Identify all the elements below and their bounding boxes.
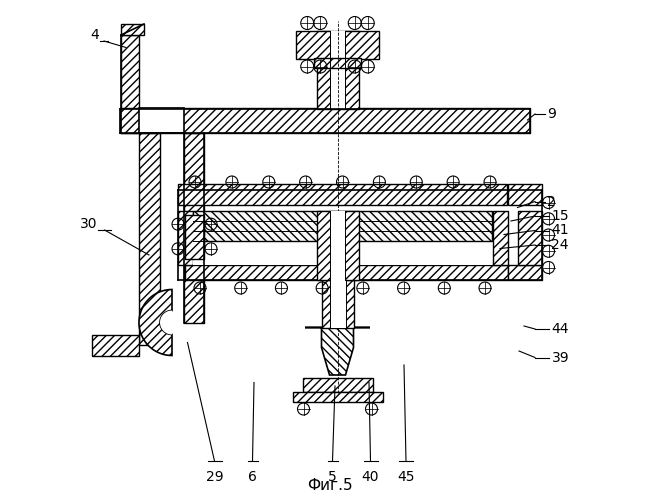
Bar	[178, 211, 193, 265]
Bar	[296, 31, 379, 58]
Bar	[317, 211, 358, 280]
Bar	[193, 235, 204, 238]
Text: 5: 5	[328, 470, 337, 484]
Text: 40: 40	[362, 470, 379, 484]
Bar	[302, 378, 372, 392]
Text: Фиг.5: Фиг.5	[307, 478, 353, 494]
Bar	[139, 132, 160, 345]
Text: 2: 2	[548, 194, 556, 208]
Text: 29: 29	[206, 470, 223, 484]
Bar	[508, 265, 541, 280]
Text: 39: 39	[552, 350, 569, 364]
Bar	[508, 184, 541, 205]
Text: 44: 44	[552, 322, 569, 336]
Text: 6: 6	[248, 470, 257, 484]
Bar	[120, 108, 530, 132]
Text: 15: 15	[552, 209, 569, 223]
Bar	[193, 211, 492, 241]
Bar	[330, 26, 345, 108]
Polygon shape	[139, 290, 172, 356]
Bar	[185, 265, 508, 280]
Bar	[492, 211, 508, 265]
Bar	[517, 211, 541, 265]
Bar	[321, 280, 354, 328]
Bar	[314, 58, 361, 68]
Bar	[178, 184, 508, 205]
Polygon shape	[305, 328, 370, 375]
Bar	[292, 392, 383, 402]
Bar	[139, 108, 184, 132]
Bar	[330, 31, 345, 58]
Bar	[330, 211, 345, 280]
Bar	[193, 226, 204, 235]
Bar	[92, 334, 139, 355]
Bar	[121, 24, 144, 35]
Polygon shape	[160, 310, 172, 334]
Bar	[121, 35, 139, 132]
Bar	[193, 238, 204, 247]
Text: 9: 9	[548, 107, 556, 121]
Bar	[317, 31, 358, 108]
Bar	[329, 280, 345, 328]
Bar	[193, 212, 492, 265]
Text: 24: 24	[552, 238, 569, 252]
Text: 30: 30	[79, 217, 97, 231]
Bar	[185, 214, 204, 258]
Text: 41: 41	[552, 224, 569, 237]
Text: 45: 45	[397, 470, 414, 484]
Bar	[184, 132, 204, 322]
Text: 4: 4	[90, 28, 99, 42]
